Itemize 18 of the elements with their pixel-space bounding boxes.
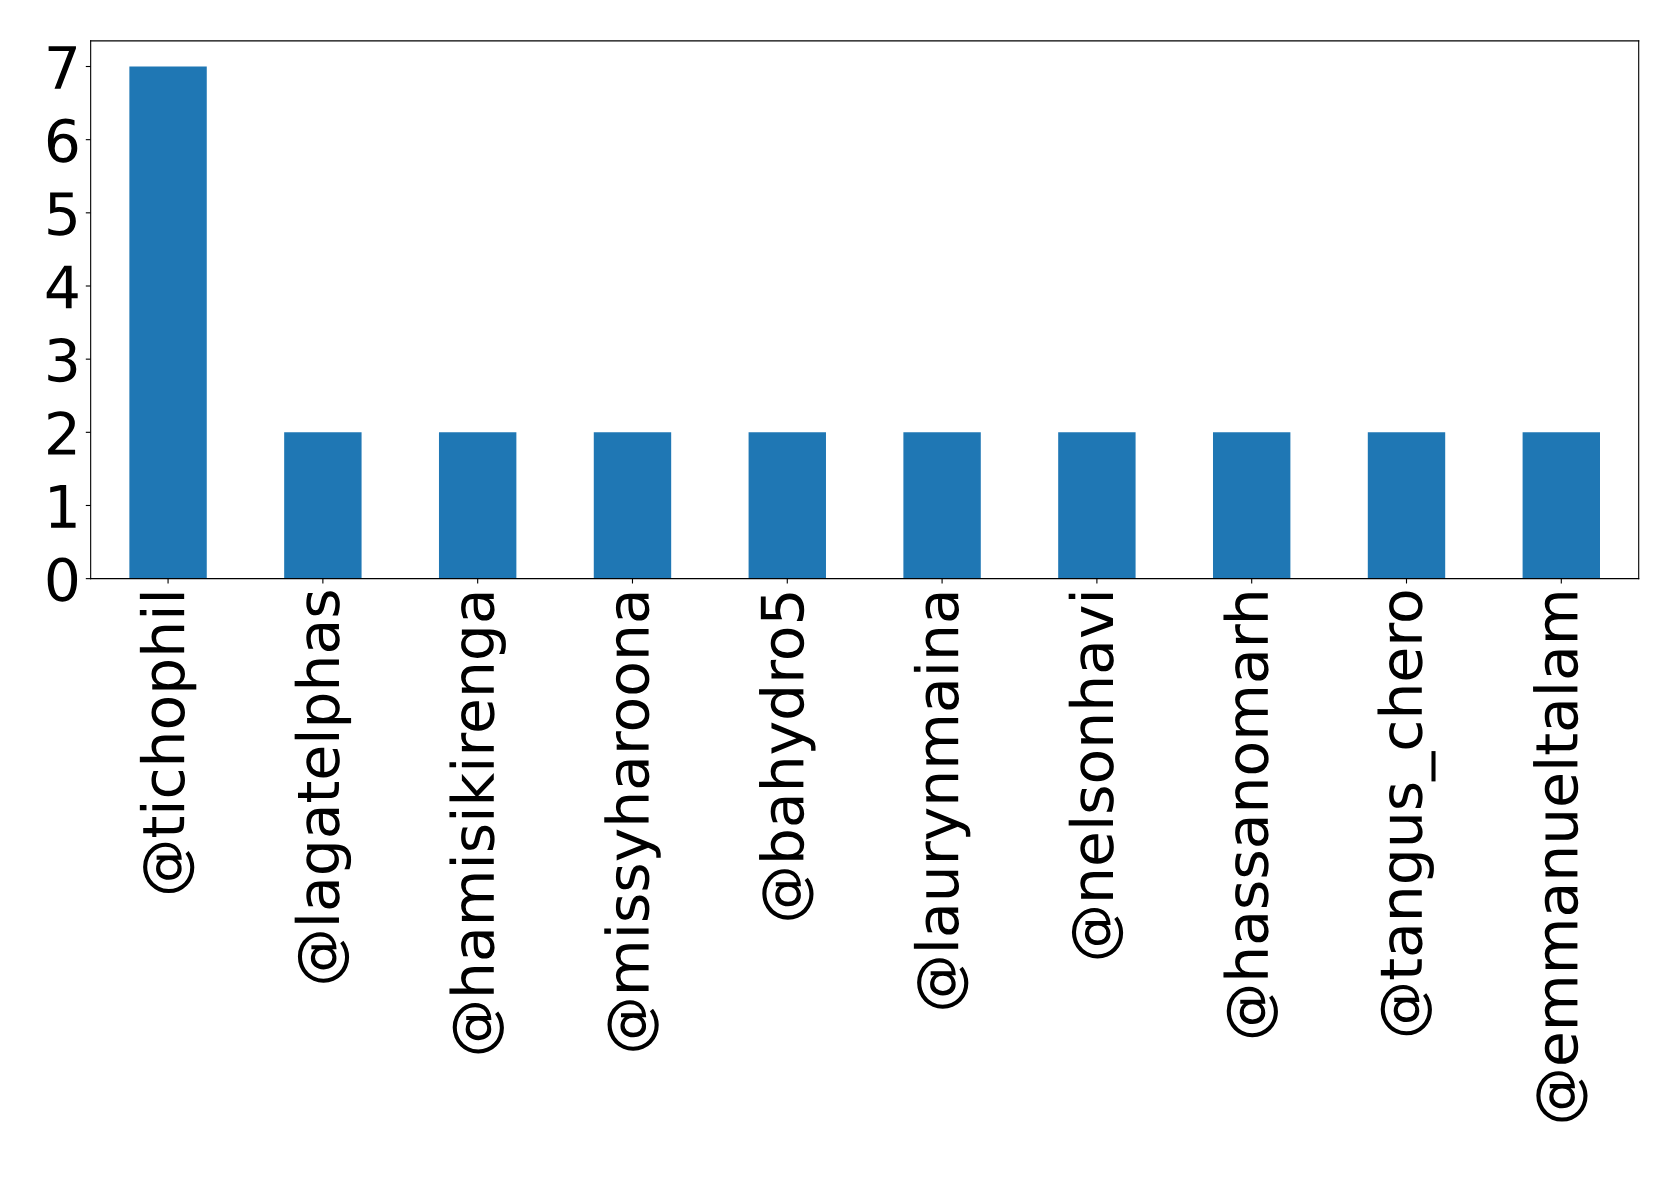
x-tick-label: @tangus_chero xyxy=(1377,591,1436,1036)
x-tick-label: @bahydro5 xyxy=(759,593,816,920)
y-tick-label: 1 xyxy=(50,485,76,528)
x-tick-label: @lagatelphas xyxy=(294,591,352,983)
y-tick-label: 2 xyxy=(48,411,76,455)
x-tick-label: @nelsonhavi xyxy=(1068,593,1124,959)
y-tick-label: 6 xyxy=(47,118,78,163)
x-tick-label: @laurynmaina xyxy=(913,593,971,1009)
x-tick-label: @hassanomarh xyxy=(1223,593,1278,1038)
y-tick-label: 0 xyxy=(47,557,78,602)
x-tick-label: @emmanueltalam xyxy=(1533,593,1588,1122)
y-tick-label: 7 xyxy=(48,46,76,89)
y-tick-label: 4 xyxy=(46,265,78,309)
y-tick-label: 3 xyxy=(48,338,77,383)
x-tick-label: @tichophil xyxy=(139,593,197,894)
x-tick-label: @hamisikirenga xyxy=(449,593,506,1054)
y-tick-label: 5 xyxy=(48,192,76,236)
x-tick-label: @missyharoona xyxy=(604,593,661,1051)
